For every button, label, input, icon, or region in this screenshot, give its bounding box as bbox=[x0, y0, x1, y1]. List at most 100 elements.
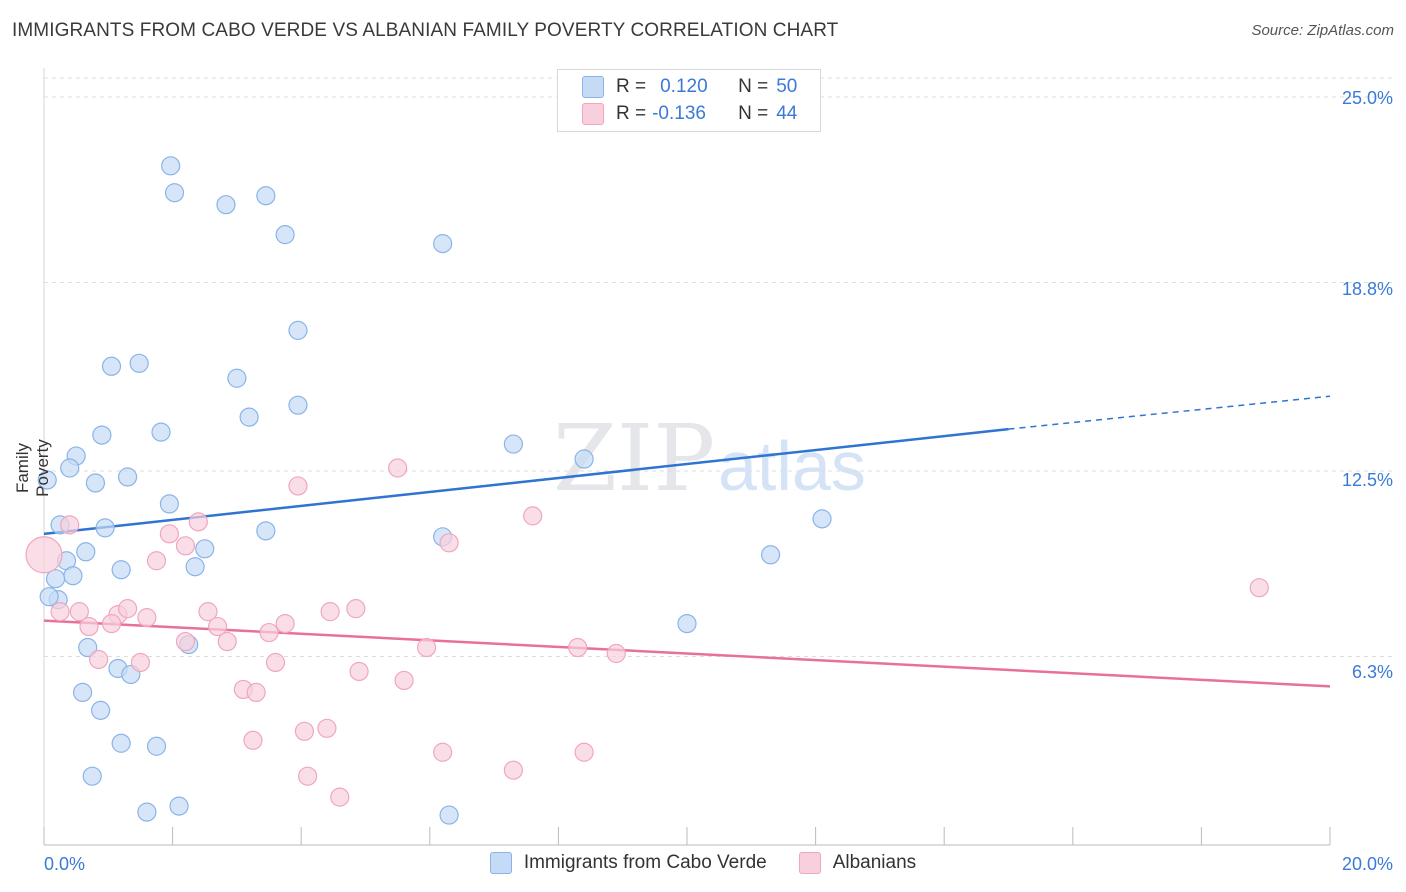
data-point-cabo-verde bbox=[164, 183, 185, 203]
data-point-cabo-verde bbox=[433, 234, 453, 254]
data-point-cabo-verde bbox=[60, 458, 80, 478]
data-point-albanians bbox=[79, 616, 99, 637]
data-point-cabo-verde bbox=[85, 473, 106, 493]
trend-line-1 bbox=[43, 619, 1331, 688]
data-point-albanians bbox=[198, 602, 218, 622]
data-point-albanians bbox=[523, 506, 543, 526]
data-point-cabo-verde bbox=[161, 156, 181, 176]
data-point-albanians bbox=[243, 730, 263, 750]
data-point-cabo-verde bbox=[78, 637, 98, 658]
data-point-albanians bbox=[394, 670, 414, 691]
data-point-albanians bbox=[217, 631, 237, 652]
y-axis-title: Family Poverty bbox=[13, 439, 52, 497]
legend-item-albanians: Albanians bbox=[798, 852, 916, 874]
legend-swatch-blue bbox=[489, 852, 512, 874]
data-point-albanians bbox=[246, 682, 266, 703]
data-point-cabo-verde bbox=[439, 805, 459, 825]
y-tick-label-18.8: 18.8% bbox=[1342, 279, 1393, 299]
data-point-albanians bbox=[50, 602, 70, 622]
data-point-cabo-verde bbox=[812, 509, 832, 529]
data-point-cabo-verde bbox=[37, 470, 57, 490]
data-point-cabo-verde bbox=[503, 434, 523, 454]
y-tick-label-12.5: 12.5% bbox=[1342, 470, 1393, 490]
data-point-albanians bbox=[265, 652, 286, 673]
r-value-albanians: -0.136 bbox=[652, 103, 706, 124]
source-credit: Source: ZipAtlas.com bbox=[1251, 22, 1394, 39]
n-label: N = bbox=[738, 103, 769, 124]
data-point-cabo-verde bbox=[129, 353, 149, 373]
y-tick-label-6.3: 6.3% bbox=[1352, 662, 1393, 682]
data-point-albanians bbox=[159, 524, 179, 544]
data-point-cabo-verde bbox=[111, 733, 131, 753]
data-point-albanians bbox=[25, 536, 63, 574]
data-point-cabo-verde bbox=[169, 796, 189, 816]
legend-item-cabo-verde: Immigrants from Cabo Verde bbox=[489, 852, 767, 874]
series-legend: Immigrants from Cabo Verde Albanians bbox=[0, 852, 1406, 874]
data-point-albanians bbox=[137, 608, 157, 628]
data-point-cabo-verde bbox=[95, 518, 115, 538]
n-label: N = bbox=[738, 76, 769, 97]
data-point-albanians bbox=[60, 515, 80, 535]
data-point-albanians bbox=[388, 458, 408, 478]
data-point-albanians bbox=[433, 742, 453, 762]
data-point-cabo-verde bbox=[239, 407, 259, 427]
watermark-atlas: atlas bbox=[718, 427, 866, 505]
data-point-cabo-verde bbox=[82, 766, 102, 786]
data-point-albanians bbox=[606, 643, 626, 664]
data-point-albanians bbox=[208, 616, 228, 637]
data-point-albanians bbox=[346, 599, 366, 619]
data-point-cabo-verde bbox=[275, 225, 295, 245]
data-point-albanians bbox=[503, 760, 523, 780]
stats-legend: R = 0.120 N = 50 R = -0.136 N = 44 bbox=[557, 69, 821, 132]
data-point-cabo-verde bbox=[101, 356, 122, 376]
data-point-albanians bbox=[330, 787, 350, 807]
chart-title: IMMIGRANTS FROM CABO VERDE VS ALBANIAN F… bbox=[12, 20, 839, 41]
data-point-cabo-verde bbox=[216, 195, 236, 215]
r-value-cabo-verde: 0.120 bbox=[660, 76, 708, 97]
data-point-albanians bbox=[259, 622, 279, 643]
data-point-albanians bbox=[439, 533, 459, 553]
data-point-albanians bbox=[1249, 578, 1269, 598]
data-point-cabo-verde bbox=[151, 422, 171, 442]
data-point-albanians bbox=[175, 536, 196, 556]
r-label: R = bbox=[616, 103, 647, 124]
data-point-albanians bbox=[288, 476, 308, 496]
r-label: R = bbox=[616, 76, 647, 97]
data-point-cabo-verde bbox=[288, 395, 308, 415]
data-point-cabo-verde bbox=[227, 368, 247, 388]
data-point-albanians bbox=[574, 742, 594, 762]
gridlines bbox=[44, 77, 1393, 658]
data-point-albanians bbox=[69, 602, 89, 622]
data-point-albanians bbox=[101, 613, 122, 634]
trend-line-extension-0 bbox=[1008, 395, 1331, 430]
data-point-cabo-verde bbox=[574, 449, 594, 469]
data-point-cabo-verde bbox=[256, 521, 276, 541]
stats-legend-row-cabo-verde: R = 0.120 N = 50 bbox=[582, 75, 797, 99]
data-point-albanians bbox=[568, 637, 588, 658]
data-point-albanians bbox=[294, 721, 315, 741]
data-point-cabo-verde bbox=[677, 613, 697, 634]
data-point-cabo-verde bbox=[90, 700, 111, 720]
legend-swatch-pink bbox=[582, 103, 604, 125]
data-point-albanians bbox=[416, 637, 437, 658]
x-tick-label-max: 20.0% bbox=[1342, 854, 1393, 874]
n-value-cabo-verde: 50 bbox=[776, 76, 798, 97]
data-point-cabo-verde bbox=[256, 186, 276, 206]
data-point-cabo-verde bbox=[92, 425, 112, 445]
data-point-cabo-verde bbox=[195, 539, 215, 559]
legend-swatch-blue bbox=[582, 76, 604, 98]
data-point-albanians bbox=[298, 766, 318, 786]
data-point-cabo-verde bbox=[76, 542, 96, 562]
data-point-albanians bbox=[89, 649, 109, 670]
data-point-albanians bbox=[188, 512, 208, 532]
data-point-albanians bbox=[146, 551, 167, 571]
data-point-cabo-verde bbox=[39, 587, 59, 607]
data-point-albanians bbox=[320, 602, 340, 622]
stats-legend-row-albanians: R = -0.136 N = 44 bbox=[582, 102, 797, 126]
data-point-cabo-verde bbox=[117, 467, 138, 487]
data-point-cabo-verde bbox=[185, 557, 205, 577]
x-tick-label-min: 0.0% bbox=[44, 854, 85, 874]
tick-labels: 0.0% 20.0% 6.3% 12.5% 18.8% 25.0% bbox=[44, 88, 1393, 874]
data-point-albanians bbox=[175, 631, 196, 652]
